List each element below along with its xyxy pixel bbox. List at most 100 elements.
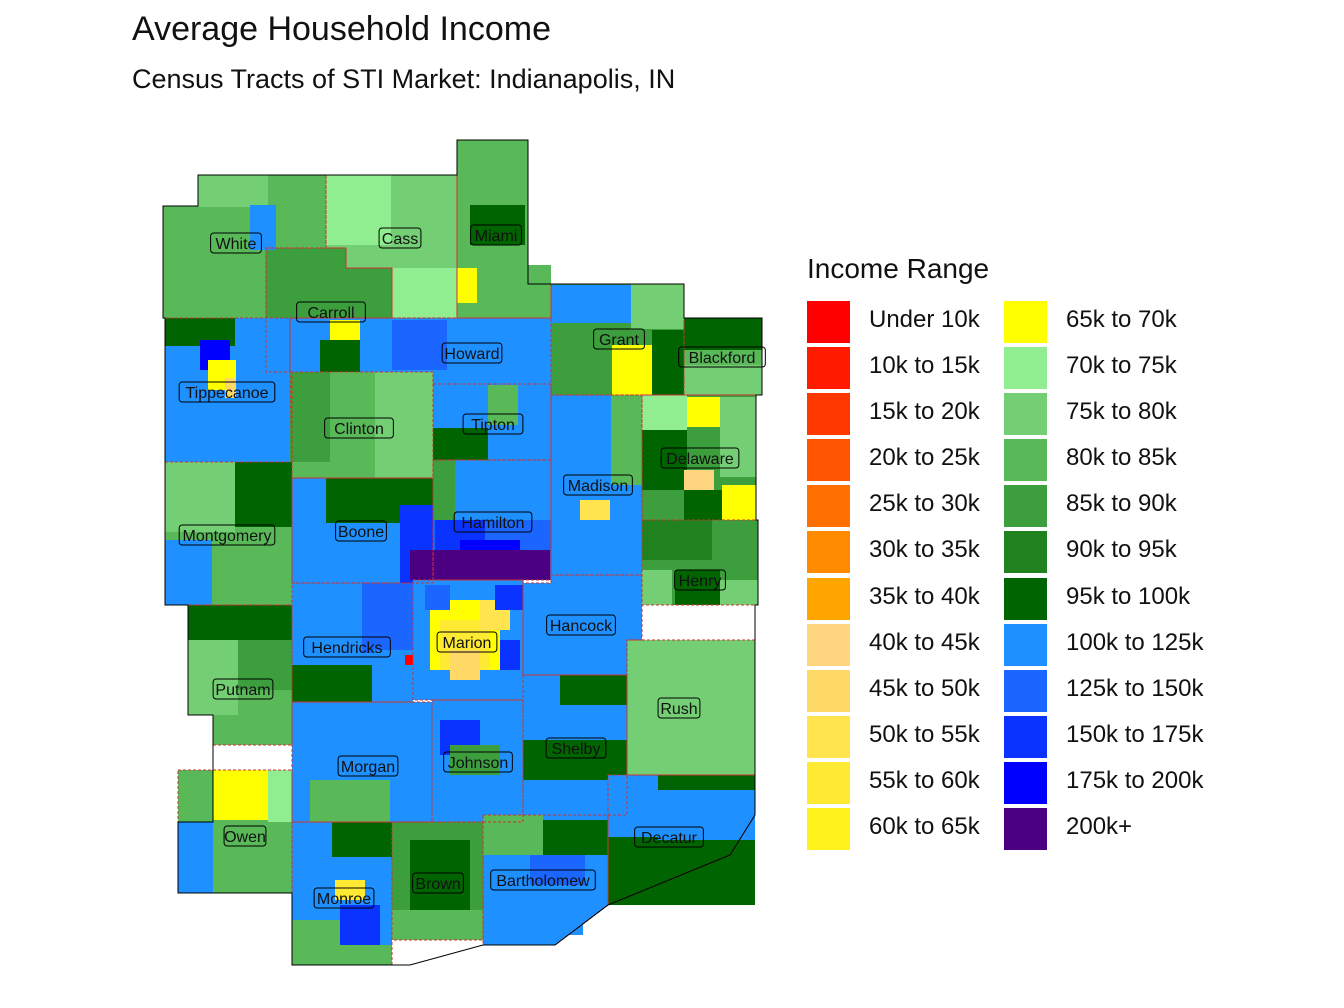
census-tract xyxy=(310,780,390,822)
county-label: Grant xyxy=(593,328,645,350)
census-tract xyxy=(340,945,392,965)
census-tract xyxy=(198,175,268,207)
county-label: Miami xyxy=(470,224,522,246)
legend-swatch xyxy=(1004,393,1047,436)
legend-swatch xyxy=(807,439,850,482)
legend-label: 20k to 25k xyxy=(869,444,980,472)
county-name: Delaware xyxy=(666,451,734,468)
legend-swatch xyxy=(1004,623,1047,666)
census-tract xyxy=(457,268,477,303)
county-label: Henry xyxy=(674,569,726,591)
census-tract xyxy=(320,340,360,372)
legend-label: 95k to 100k xyxy=(1066,582,1191,610)
county-name: Tipton xyxy=(471,417,515,434)
census-tract xyxy=(410,840,470,910)
legend-swatch xyxy=(1004,301,1047,343)
county-name: Carroll xyxy=(307,305,354,322)
census-tract xyxy=(523,705,560,740)
county-boundary xyxy=(432,383,552,461)
county-label: Johnson xyxy=(443,751,513,773)
legend-label: 45k to 50k xyxy=(869,674,980,702)
census-tract xyxy=(362,583,413,653)
census-tract xyxy=(627,640,755,775)
county-label: Montgomery xyxy=(178,524,276,546)
county-boundary xyxy=(482,814,609,946)
legend-swatch xyxy=(807,715,850,758)
legend-label: 175k to 200k xyxy=(1066,766,1204,794)
county-name: Shelby xyxy=(552,741,601,758)
county-name: White xyxy=(216,236,257,253)
county-label: Shelby xyxy=(545,737,607,759)
legend-label: 80k to 85k xyxy=(1066,444,1177,472)
census-tract xyxy=(675,570,720,605)
county-boundary xyxy=(641,394,757,521)
legend-label: 55k to 60k xyxy=(869,766,980,794)
legend-swatch xyxy=(807,623,850,666)
census-tract xyxy=(455,460,551,520)
county-name: Bartholomew xyxy=(496,873,590,890)
county-label: Bartholomew xyxy=(490,869,596,891)
census-tract xyxy=(290,372,330,462)
census-tract xyxy=(684,318,762,350)
census-tract xyxy=(560,675,627,705)
county-name: Grant xyxy=(599,332,640,349)
census-tract xyxy=(483,815,543,855)
legend-label: 35k to 40k xyxy=(869,582,980,610)
legend-label: 60k to 65k xyxy=(869,813,980,841)
census-tract xyxy=(720,397,756,477)
census-tract xyxy=(658,790,755,840)
legend-swatch xyxy=(807,669,850,712)
legend-label: 25k to 30k xyxy=(869,490,980,518)
census-tract xyxy=(335,880,365,900)
census-tract xyxy=(165,410,235,462)
legend-swatch xyxy=(807,531,850,574)
census-tract xyxy=(457,140,528,200)
census-tract xyxy=(330,320,360,342)
county-label: Brown xyxy=(412,872,464,894)
legend-swatch xyxy=(807,393,850,436)
legend-label: Under 10k xyxy=(869,306,980,333)
census-tract xyxy=(268,770,292,822)
census-tract xyxy=(488,385,518,425)
census-tract xyxy=(332,822,392,857)
census-tract xyxy=(722,485,756,520)
county-name: Hancock xyxy=(550,618,613,635)
census-tract xyxy=(212,545,292,605)
census-tract xyxy=(450,650,480,680)
census-tract xyxy=(433,428,488,460)
legend-swatch xyxy=(1004,761,1047,804)
county-name: Putnam xyxy=(215,682,270,699)
county-label: Marion xyxy=(436,631,498,653)
census-tract xyxy=(292,920,340,965)
legend-swatch xyxy=(1004,439,1047,482)
county-boundary xyxy=(289,371,434,479)
census-tract xyxy=(483,885,543,945)
county-label: White xyxy=(210,232,262,254)
legend-label: 70k to 75k xyxy=(1066,352,1177,380)
census-tract xyxy=(631,284,684,329)
census-tract xyxy=(292,702,342,747)
legend-label: 30k to 35k xyxy=(869,536,980,564)
legend-label: 200k+ xyxy=(1066,813,1133,841)
legend-label: 40k to 45k xyxy=(869,628,980,656)
county-label: Putnam xyxy=(212,678,274,700)
census-tract xyxy=(292,665,372,702)
county-boundary xyxy=(291,477,434,584)
legend-label: 65k to 70k xyxy=(1066,306,1177,333)
county-label: Delaware xyxy=(660,447,740,469)
legend-swatch xyxy=(1004,485,1047,528)
census-tract xyxy=(165,540,212,605)
county-name: Decatur xyxy=(641,830,698,847)
county-name: Rush xyxy=(660,701,697,718)
census-tract xyxy=(340,905,380,945)
county-label: Blackford xyxy=(678,346,766,368)
legend-swatch xyxy=(1004,715,1047,758)
county-label: Hendricks xyxy=(303,636,391,658)
legend-label: 15k to 20k xyxy=(869,398,980,426)
census-tract xyxy=(495,585,523,610)
county-name: Hendricks xyxy=(311,640,382,657)
census-tract xyxy=(611,395,642,485)
census-tract xyxy=(684,365,762,395)
census-tract xyxy=(326,175,391,245)
county-name: Tippecanoe xyxy=(185,385,268,402)
